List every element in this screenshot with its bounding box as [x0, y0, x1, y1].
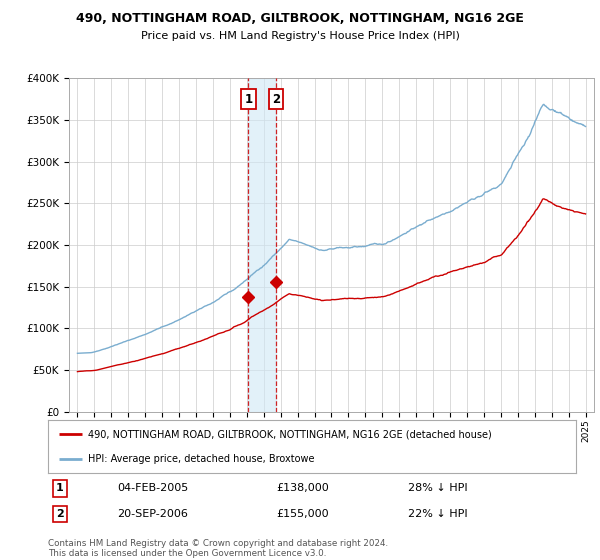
Text: 22% ↓ HPI: 22% ↓ HPI [408, 509, 467, 519]
Text: 2: 2 [56, 509, 64, 519]
Text: HPI: Average price, detached house, Broxtowe: HPI: Average price, detached house, Brox… [88, 454, 314, 464]
Text: 2: 2 [272, 93, 280, 106]
Text: Price paid vs. HM Land Registry's House Price Index (HPI): Price paid vs. HM Land Registry's House … [140, 31, 460, 41]
Text: 490, NOTTINGHAM ROAD, GILTBROOK, NOTTINGHAM, NG16 2GE (detached house): 490, NOTTINGHAM ROAD, GILTBROOK, NOTTING… [88, 430, 491, 440]
Text: 1: 1 [56, 483, 64, 493]
Text: 490, NOTTINGHAM ROAD, GILTBROOK, NOTTINGHAM, NG16 2GE: 490, NOTTINGHAM ROAD, GILTBROOK, NOTTING… [76, 12, 524, 25]
Text: £155,000: £155,000 [276, 509, 329, 519]
Text: Contains HM Land Registry data © Crown copyright and database right 2024.
This d: Contains HM Land Registry data © Crown c… [48, 539, 388, 558]
Text: £138,000: £138,000 [276, 483, 329, 493]
Bar [248, 78, 276, 412]
Text: 28% ↓ HPI: 28% ↓ HPI [408, 483, 467, 493]
Text: 1: 1 [244, 93, 253, 106]
Text: 04-FEB-2005: 04-FEB-2005 [117, 483, 188, 493]
Text: 20-SEP-2006: 20-SEP-2006 [117, 509, 188, 519]
